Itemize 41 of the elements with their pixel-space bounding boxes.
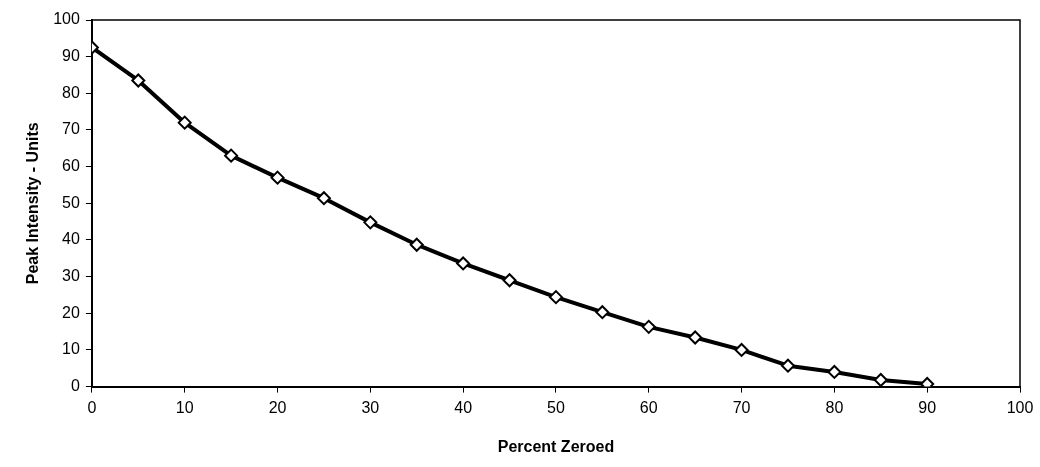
x-tick-label: 0: [87, 398, 97, 416]
y-tick-label: 60: [62, 157, 80, 175]
y-tick-label: 50: [62, 193, 80, 211]
x-axis-title: Percent Zeroed: [497, 437, 615, 455]
y-tick-label: 0: [70, 377, 80, 395]
point: [177, 115, 192, 130]
point: [641, 319, 656, 334]
x-tick-label: 90: [918, 398, 937, 416]
y-tick-label: 90: [62, 47, 80, 65]
y-tick-label: 100: [53, 10, 80, 28]
point: [270, 170, 285, 185]
y-tick-label: 10: [62, 340, 80, 358]
y-tick-label: 30: [62, 267, 80, 285]
y-tick-label: 40: [62, 230, 80, 248]
point: [780, 358, 795, 373]
point: [688, 330, 703, 345]
point: [456, 256, 471, 271]
y-tick-label: 80: [62, 83, 80, 101]
point: [131, 73, 146, 88]
point: [827, 364, 842, 379]
x-tick-label: 30: [361, 398, 380, 416]
point: [873, 373, 888, 387]
x-tick-label: 80: [825, 398, 844, 416]
point: [224, 148, 239, 163]
point: [595, 305, 610, 320]
x-tick-label: 40: [454, 398, 473, 416]
point: [548, 290, 563, 305]
x-tick-label: 10: [175, 398, 194, 416]
x-tick-label: 60: [639, 398, 658, 416]
y-axis-title: Peak Intensity - Units: [24, 122, 42, 285]
point: [316, 191, 331, 206]
point: [363, 215, 378, 230]
x-tick-label: 20: [268, 398, 287, 416]
x-tick-label: 50: [547, 398, 565, 416]
point: [734, 342, 749, 357]
x-tick-label: 100: [1006, 398, 1034, 416]
x-tick-label: 70: [732, 398, 751, 416]
point: [502, 273, 517, 288]
point: [409, 237, 424, 252]
y-tick-label: 20: [62, 303, 80, 321]
y-tick-label: 70: [62, 120, 80, 138]
